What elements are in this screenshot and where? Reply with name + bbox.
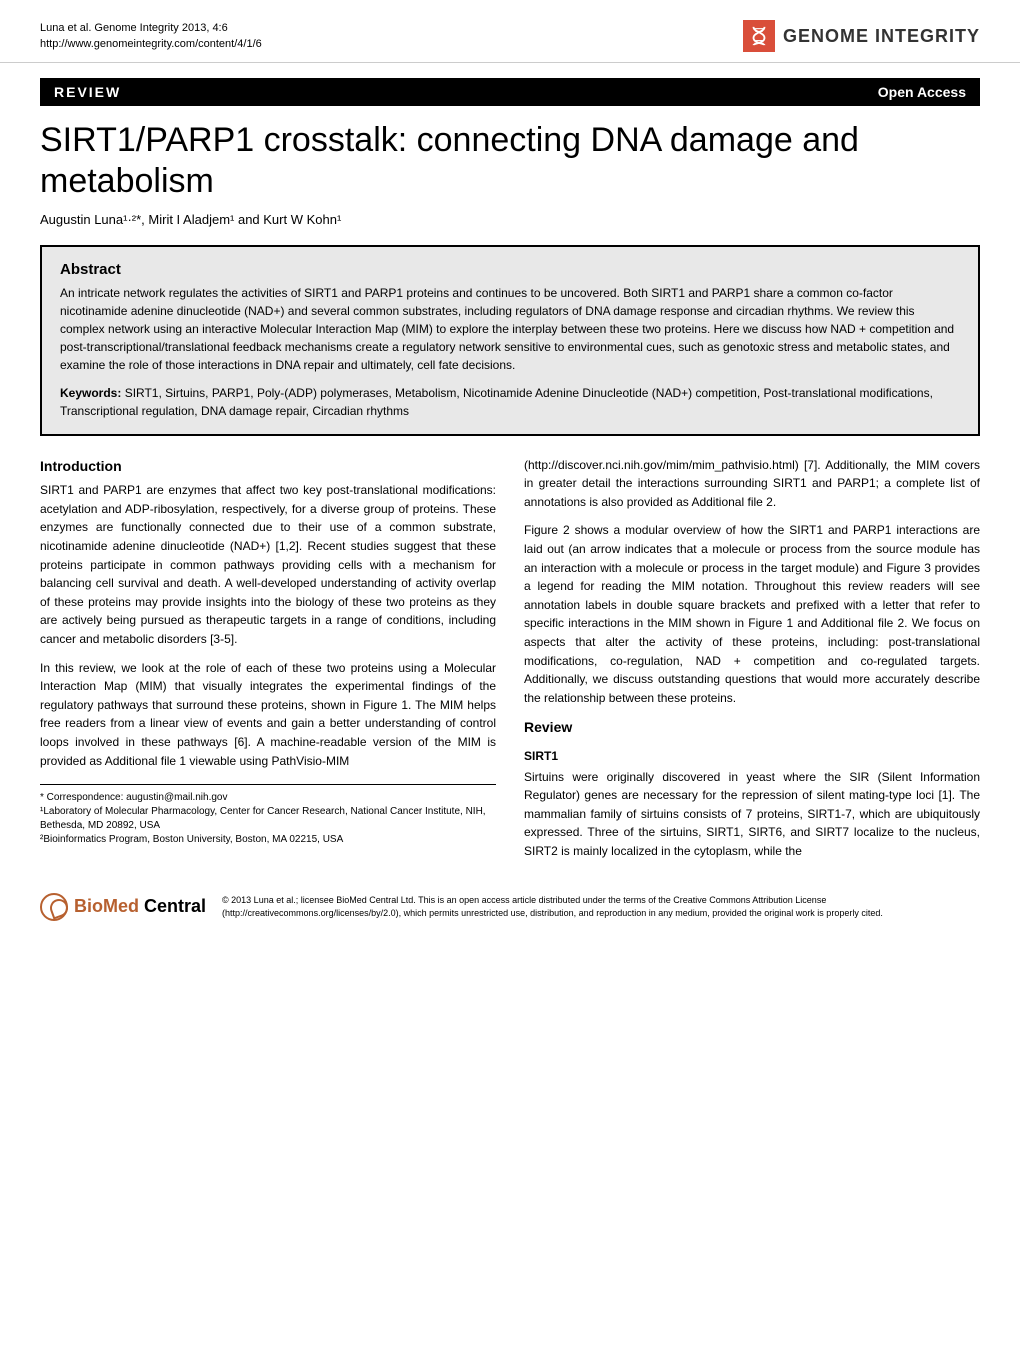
right-column: (http://discover.nci.nih.gov/mim/mim_pat… <box>524 456 980 871</box>
journal-name: GENOME INTEGRITY <box>783 26 980 47</box>
intro-paragraph-2: In this review, we look at the role of e… <box>40 659 496 771</box>
introduction-heading: Introduction <box>40 456 496 478</box>
article-title: SIRT1/PARP1 crosstalk: connecting DNA da… <box>0 106 1020 208</box>
review-heading: Review <box>524 717 980 739</box>
citation-block: Luna et al. Genome Integrity 2013, 4:6 h… <box>40 21 262 52</box>
bmc-bio-text: BioMed <box>74 896 139 916</box>
keywords-label: Keywords: <box>60 386 121 400</box>
abstract-box: Abstract An intricate network regulates … <box>40 245 980 436</box>
journal-brand: GENOME INTEGRITY <box>743 20 980 52</box>
biomed-central-logo: BioMed Central <box>40 893 206 921</box>
abstract-heading: Abstract <box>60 261 960 278</box>
dna-icon <box>748 25 770 47</box>
bmc-logo-text: BioMed Central <box>74 896 206 917</box>
right-paragraph-2: Figure 2 shows a modular overview of how… <box>524 521 980 707</box>
abstract-text: An intricate network regulates the activ… <box>60 284 960 374</box>
citation-line-1: Luna et al. Genome Integrity 2013, 4:6 <box>40 21 262 36</box>
keywords-line: Keywords: SIRT1, Sirtuins, PARP1, Poly-(… <box>60 384 960 420</box>
bmc-circle-icon <box>40 893 68 921</box>
right-paragraph-1: (http://discover.nci.nih.gov/mim/mim_pat… <box>524 456 980 512</box>
sirt1-heading: SIRT1 <box>524 747 980 766</box>
body-columns: Introduction SIRT1 and PARP1 are enzymes… <box>0 456 1020 871</box>
page-header: Luna et al. Genome Integrity 2013, 4:6 h… <box>0 0 1020 63</box>
correspondence-email[interactable]: * Correspondence: augustin@mail.nih.gov <box>40 791 496 805</box>
page-footer: BioMed Central © 2013 Luna et al.; licen… <box>40 893 980 921</box>
article-type-bar: REVIEW Open Access <box>40 78 980 106</box>
citation-url[interactable]: http://www.genomeintegrity.com/content/4… <box>40 37 262 52</box>
affiliation-1: ¹Laboratory of Molecular Pharmacology, C… <box>40 805 496 833</box>
author-list: Augustin Luna¹·²*, Mirit I Aladjem¹ and … <box>0 208 1020 245</box>
license-text: © 2013 Luna et al.; licensee BioMed Cent… <box>222 894 980 918</box>
affiliation-2: ²Bioinformatics Program, Boston Universi… <box>40 833 496 847</box>
bmc-central-text: Central <box>139 896 206 916</box>
correspondence-block: * Correspondence: augustin@mail.nih.gov … <box>40 784 496 847</box>
left-column: Introduction SIRT1 and PARP1 are enzymes… <box>40 456 496 871</box>
keywords-values: SIRT1, Sirtuins, PARP1, Poly-(ADP) polym… <box>60 386 933 418</box>
journal-logo-icon <box>743 20 775 52</box>
intro-paragraph-1: SIRT1 and PARP1 are enzymes that affect … <box>40 481 496 648</box>
sirt1-paragraph: Sirtuins were originally discovered in y… <box>524 768 980 861</box>
open-access-label: Open Access <box>878 84 966 100</box>
article-type-label: REVIEW <box>54 84 121 100</box>
